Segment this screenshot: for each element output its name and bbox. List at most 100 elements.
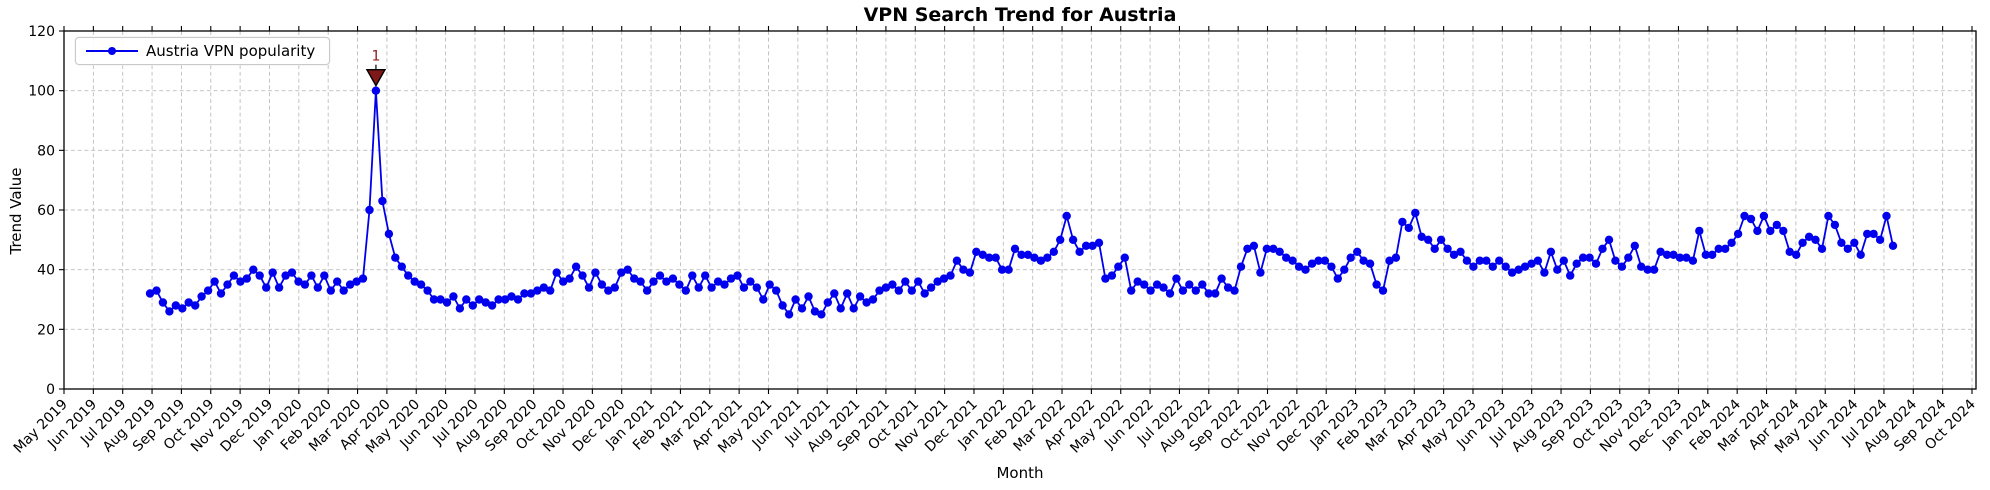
data-point xyxy=(1804,232,1814,241)
data-point xyxy=(1779,226,1788,236)
data-point xyxy=(1436,235,1446,244)
data-point xyxy=(1443,244,1452,253)
data-point xyxy=(1869,229,1878,239)
data-point xyxy=(1540,268,1549,277)
data-point xyxy=(959,265,968,274)
data-point xyxy=(1624,253,1633,262)
data-point xyxy=(1882,211,1891,221)
data-point xyxy=(1772,220,1782,230)
data-point xyxy=(1217,274,1226,283)
data-point xyxy=(1036,256,1046,265)
data-point xyxy=(1133,277,1142,286)
data-point xyxy=(655,271,665,280)
data-point xyxy=(1585,253,1594,262)
data-point xyxy=(694,283,703,292)
data-point xyxy=(1611,256,1620,265)
legend-line-marker-icon xyxy=(86,44,138,58)
data-point xyxy=(1533,256,1543,265)
data-point xyxy=(649,277,658,286)
data-point xyxy=(868,295,878,304)
data-point xyxy=(281,271,290,280)
data-point xyxy=(894,286,903,295)
data-point xyxy=(817,310,826,319)
data-point xyxy=(1333,274,1343,283)
data-point xyxy=(1643,265,1652,274)
data-point xyxy=(1559,256,1569,265)
data-point xyxy=(1495,256,1504,265)
data-point xyxy=(236,277,245,286)
data-point xyxy=(339,286,348,295)
data-point xyxy=(1546,247,1556,256)
data-point xyxy=(1875,235,1885,244)
data-point xyxy=(1023,250,1033,259)
data-point xyxy=(1488,262,1498,271)
data-point xyxy=(830,289,839,298)
data-point xyxy=(1637,262,1646,271)
data-point xyxy=(1566,271,1575,280)
data-point xyxy=(881,283,891,292)
legend-label: Austria VPN popularity xyxy=(146,42,316,60)
data-point xyxy=(1424,235,1433,244)
data-point xyxy=(1172,274,1181,283)
data-point xyxy=(810,307,820,316)
data-point xyxy=(875,286,884,295)
data-point xyxy=(610,283,619,292)
data-point xyxy=(1656,247,1665,256)
data-point xyxy=(617,268,626,277)
data-point xyxy=(1682,253,1691,262)
data-point xyxy=(1733,229,1743,239)
data-point xyxy=(1101,274,1110,283)
y-tick-label: 20 xyxy=(37,322,55,338)
data-point xyxy=(1753,226,1762,236)
data-point xyxy=(1669,250,1678,259)
data-point xyxy=(1275,247,1284,256)
data-point xyxy=(333,277,342,286)
data-point xyxy=(746,277,755,286)
data-point xyxy=(358,274,368,283)
data-point xyxy=(1714,244,1723,253)
data-point xyxy=(462,295,471,304)
data-point xyxy=(1262,244,1272,253)
data-point xyxy=(1792,250,1801,259)
data-point xyxy=(191,301,200,310)
data-point xyxy=(1727,238,1736,247)
data-point xyxy=(752,283,761,292)
data-point xyxy=(500,295,510,304)
data-point xyxy=(1391,253,1401,262)
data-point xyxy=(642,286,652,295)
data-point xyxy=(1127,286,1136,295)
data-point xyxy=(888,280,897,289)
data-point xyxy=(1204,289,1213,298)
data-point xyxy=(1688,256,1698,265)
data-point xyxy=(378,196,387,206)
data-point xyxy=(507,292,516,301)
data-point xyxy=(1165,289,1175,298)
data-point xyxy=(630,274,639,283)
data-point xyxy=(1159,283,1168,292)
data-point xyxy=(546,286,555,295)
data-point xyxy=(765,280,774,289)
x-axis-label: Month xyxy=(996,464,1044,482)
data-point xyxy=(739,283,749,292)
data-point xyxy=(210,277,219,286)
data-point xyxy=(216,289,226,298)
data-point xyxy=(1721,244,1730,253)
data-point xyxy=(1075,247,1084,256)
data-point xyxy=(733,271,742,280)
data-point xyxy=(1094,238,1104,247)
data-point xyxy=(591,268,600,277)
data-point xyxy=(1469,262,1478,271)
data-point xyxy=(1598,244,1607,253)
data-point xyxy=(513,295,523,304)
peak-annotation-label: 1 xyxy=(371,49,380,65)
data-point xyxy=(1746,214,1756,224)
legend: Austria VPN popularity xyxy=(75,37,331,65)
data-point xyxy=(1662,250,1672,259)
data-point xyxy=(223,280,232,289)
data-point xyxy=(287,268,297,277)
data-point xyxy=(1256,268,1265,277)
data-point xyxy=(862,298,871,307)
data-point xyxy=(1411,208,1420,218)
data-point xyxy=(533,286,542,295)
data-point xyxy=(668,274,678,283)
